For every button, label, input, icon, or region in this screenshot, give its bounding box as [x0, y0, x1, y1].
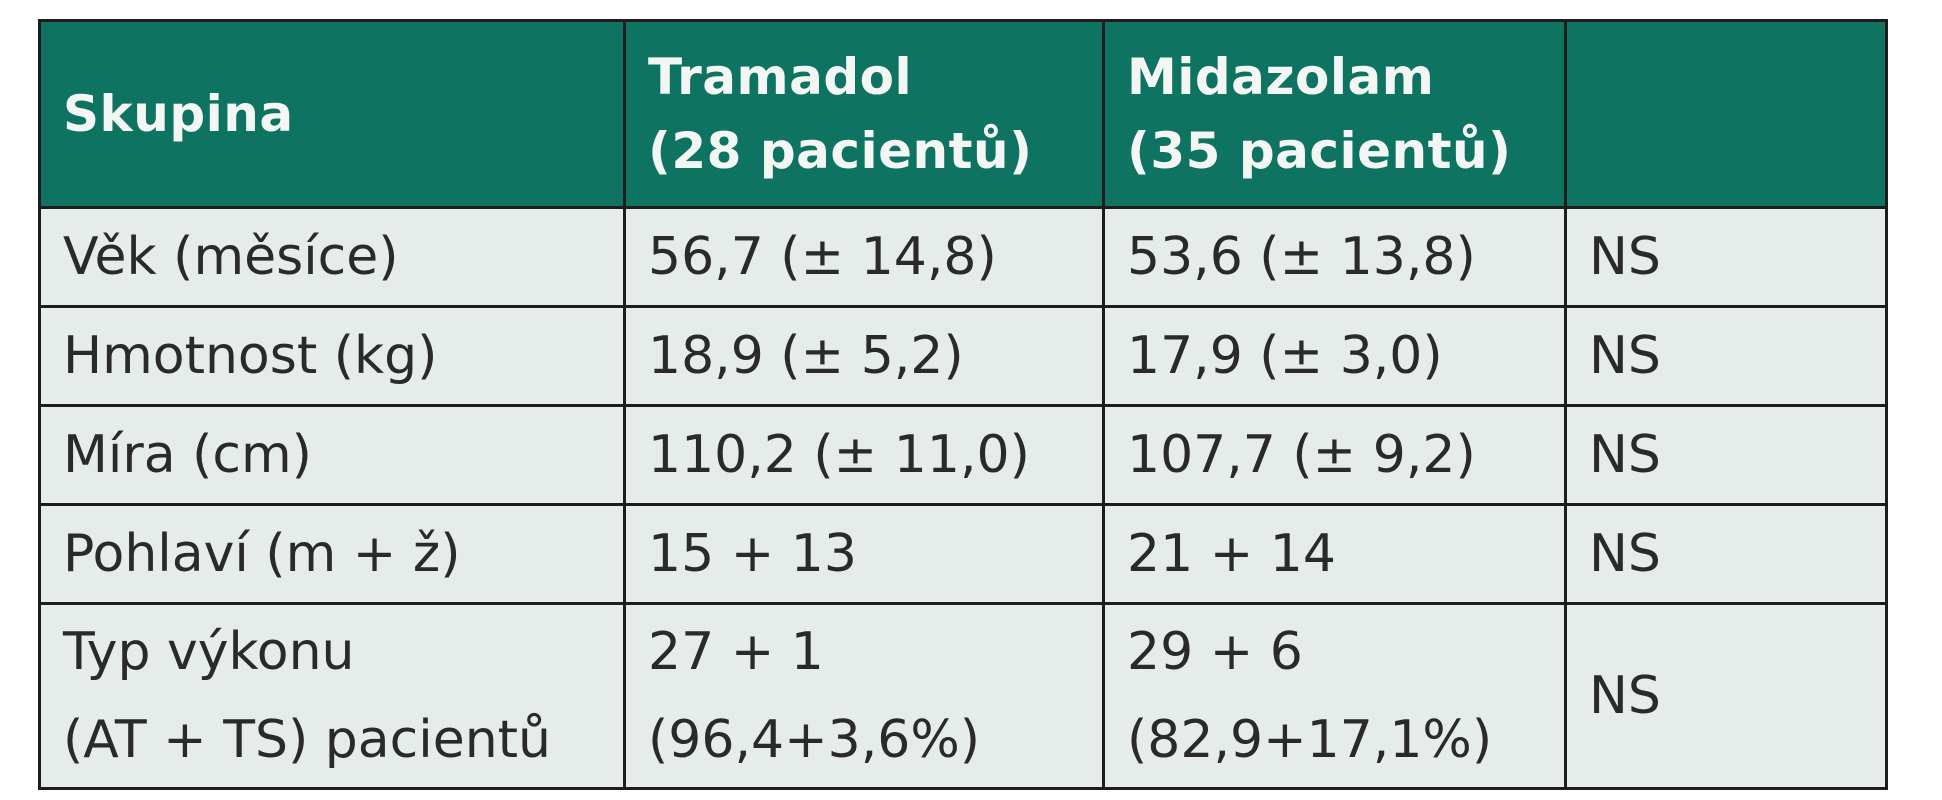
row-label: Hmotnost (kg): [38, 305, 626, 407]
table-row: Hmotnost (kg) 18,9 (± 5,2) 17,9 (± 3,0) …: [38, 305, 1888, 407]
header-tramadol-name: Tramadol: [648, 48, 913, 106]
significance-value: NS: [1564, 503, 1888, 605]
header-row: Skupina Tramadol (28 pacientů) Midazolam…: [38, 19, 1888, 209]
header-tramadol-count: (28 pacientů): [648, 122, 1033, 180]
row-label: Typ výkonu (AT + TS) pacientů: [38, 602, 626, 790]
midazolam-value-line2: (82,9+17,1%): [1127, 710, 1493, 770]
tramadol-value: 27 + 1 (96,4+3,6%): [623, 602, 1105, 790]
midazolam-value: 53,6 (± 13,8): [1102, 206, 1567, 308]
significance-value: NS: [1564, 206, 1888, 308]
tramadol-value: 110,2 (± 11,0): [623, 404, 1105, 506]
header-group-label: Skupina: [63, 85, 294, 143]
tramadol-value: 56,7 (± 14,8): [623, 206, 1105, 308]
header-cell-group: Skupina: [38, 19, 626, 209]
row-label: Pohlaví (m + ž): [38, 503, 626, 605]
significance-value: NS: [1564, 404, 1888, 506]
header-cell-midazolam: Midazolam (35 pacientů): [1102, 19, 1567, 209]
midazolam-value: 29 + 6 (82,9+17,1%): [1102, 602, 1567, 790]
header-cell-significance: [1564, 19, 1888, 209]
midazolam-value: 21 + 14: [1102, 503, 1567, 605]
patient-characteristics-table-container: Skupina Tramadol (28 pacientů) Midazolam…: [38, 19, 1888, 790]
row-label: Věk (měsíce): [38, 206, 626, 308]
tramadol-value-line2: (96,4+3,6%): [648, 710, 981, 770]
header-midazolam-name: Midazolam: [1127, 48, 1435, 106]
table-row: Míra (cm) 110,2 (± 11,0) 107,7 (± 9,2) N…: [38, 404, 1888, 506]
table-body: Věk (měsíce) 56,7 (± 14,8) 53,6 (± 13,8)…: [38, 206, 1888, 790]
row-label-line2: (AT + TS) pacientů: [63, 710, 552, 770]
midazolam-value-line1: 29 + 6: [1127, 622, 1303, 682]
tramadol-value-line1: 27 + 1: [648, 622, 824, 682]
midazolam-value: 17,9 (± 3,0): [1102, 305, 1567, 407]
header-midazolam-count: (35 pacientů): [1127, 122, 1512, 180]
table-row: Věk (měsíce) 56,7 (± 14,8) 53,6 (± 13,8)…: [38, 206, 1888, 308]
significance-value: NS: [1564, 602, 1888, 790]
tramadol-value: 15 + 13: [623, 503, 1105, 605]
tramadol-value: 18,9 (± 5,2): [623, 305, 1105, 407]
table-row: Typ výkonu (AT + TS) pacientů 27 + 1 (96…: [38, 602, 1888, 790]
table-header: Skupina Tramadol (28 pacientů) Midazolam…: [38, 19, 1888, 209]
patient-characteristics-table: Skupina Tramadol (28 pacientů) Midazolam…: [38, 19, 1888, 790]
row-label-line1: Typ výkonu: [63, 622, 355, 682]
significance-value: NS: [1564, 305, 1888, 407]
table-row: Pohlaví (m + ž) 15 + 13 21 + 14 NS: [38, 503, 1888, 605]
header-cell-tramadol: Tramadol (28 pacientů): [623, 19, 1105, 209]
row-label: Míra (cm): [38, 404, 626, 506]
midazolam-value: 107,7 (± 9,2): [1102, 404, 1567, 506]
